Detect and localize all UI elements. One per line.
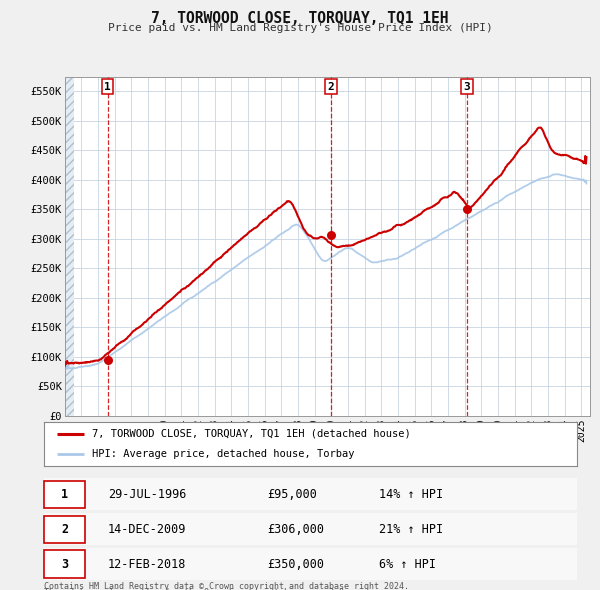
Text: 2: 2 [61,523,68,536]
FancyBboxPatch shape [44,550,85,578]
Text: £95,000: £95,000 [268,488,317,501]
Text: 3: 3 [61,558,68,571]
Text: HPI: Average price, detached house, Torbay: HPI: Average price, detached house, Torb… [92,449,354,459]
Text: 3: 3 [463,82,470,92]
Text: 7, TORWOOD CLOSE, TORQUAY, TQ1 1EH: 7, TORWOOD CLOSE, TORQUAY, TQ1 1EH [151,11,449,25]
FancyBboxPatch shape [44,516,85,543]
Text: This data is licensed under the Open Government Licence v3.0.: This data is licensed under the Open Gov… [44,588,349,590]
Text: £306,000: £306,000 [268,523,325,536]
Text: 7, TORWOOD CLOSE, TORQUAY, TQ1 1EH (detached house): 7, TORWOOD CLOSE, TORQUAY, TQ1 1EH (deta… [92,429,410,439]
FancyBboxPatch shape [44,481,85,508]
Text: 1: 1 [104,82,111,92]
Text: 12-FEB-2018: 12-FEB-2018 [108,558,186,571]
Text: Price paid vs. HM Land Registry's House Price Index (HPI): Price paid vs. HM Land Registry's House … [107,23,493,33]
Text: 1: 1 [61,488,68,501]
Text: 21% ↑ HPI: 21% ↑ HPI [379,523,443,536]
Text: £350,000: £350,000 [268,558,325,571]
Text: 2: 2 [328,82,334,92]
Text: 14-DEC-2009: 14-DEC-2009 [108,523,186,536]
Text: Contains HM Land Registry data © Crown copyright and database right 2024.: Contains HM Land Registry data © Crown c… [44,582,409,590]
Text: 6% ↑ HPI: 6% ↑ HPI [379,558,436,571]
Text: 14% ↑ HPI: 14% ↑ HPI [379,488,443,501]
Text: 29-JUL-1996: 29-JUL-1996 [108,488,186,501]
